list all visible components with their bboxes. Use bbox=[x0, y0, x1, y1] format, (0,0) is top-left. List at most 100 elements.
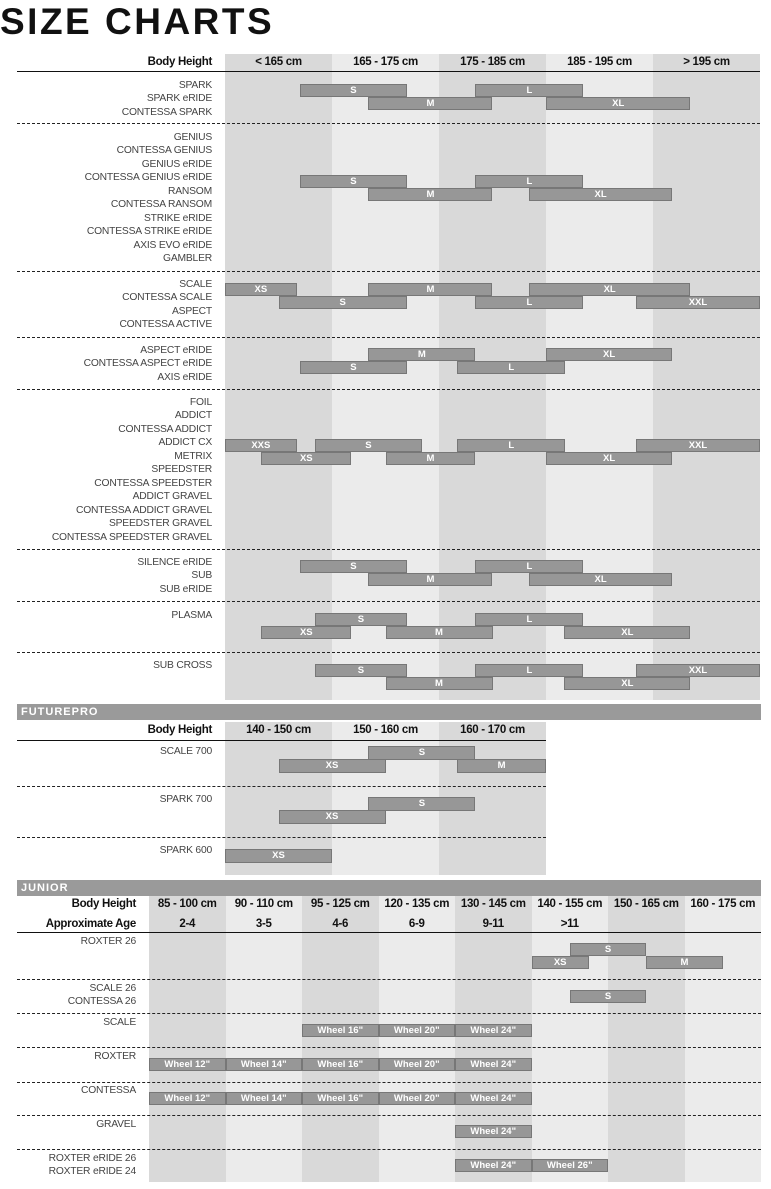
size-bar[interactable]: XL bbox=[564, 677, 691, 690]
size-bar[interactable]: XS bbox=[531, 956, 589, 969]
size-bar[interactable]: XS bbox=[225, 283, 297, 296]
size-bar[interactable]: S bbox=[314, 439, 422, 452]
size-bar[interactable]: L bbox=[475, 84, 584, 97]
column-band bbox=[225, 54, 332, 700]
size-bar[interactable]: M bbox=[646, 956, 723, 969]
size-bar[interactable]: XS bbox=[225, 849, 332, 863]
size-bar[interactable]: M bbox=[368, 573, 493, 586]
approximate-age-label: Approximate Age bbox=[45, 918, 137, 930]
size-bar[interactable]: Wheel 14" bbox=[225, 1092, 302, 1105]
model-name: ROXTER 26 bbox=[80, 936, 137, 947]
column-header: 150 - 160 cm bbox=[353, 724, 418, 736]
model-name: CONTESSA 26 bbox=[67, 996, 136, 1008]
column-header: 160 - 170 cm bbox=[460, 724, 525, 736]
size-bar[interactable]: XL bbox=[546, 348, 673, 361]
model-name: SCALE 26 bbox=[89, 983, 137, 994]
size-bar[interactable]: Wheel 12" bbox=[149, 1092, 226, 1105]
size-bar[interactable]: S bbox=[368, 746, 476, 760]
group-separator bbox=[17, 652, 760, 653]
size-bar[interactable]: Wheel 12" bbox=[149, 1058, 226, 1071]
column-band bbox=[608, 896, 685, 1182]
model-name: ASPECT eRIDE bbox=[140, 345, 212, 356]
size-bar[interactable]: XXL bbox=[635, 439, 760, 452]
model-name: STRIKE eRIDE bbox=[144, 212, 212, 224]
size-bar[interactable]: L bbox=[475, 664, 584, 677]
size-bar[interactable]: L bbox=[475, 175, 584, 188]
header-rule bbox=[17, 71, 760, 72]
age-value: 3-5 bbox=[255, 918, 272, 930]
size-bar[interactable]: S bbox=[278, 296, 407, 309]
size-bar[interactable]: S bbox=[569, 990, 647, 1003]
model-name: SCALE bbox=[179, 279, 212, 290]
size-bar[interactable]: L bbox=[475, 613, 584, 626]
size-bar[interactable]: Wheel 24" bbox=[455, 1125, 532, 1138]
size-bar[interactable]: S bbox=[569, 943, 647, 956]
size-bar[interactable]: Wheel 26" bbox=[531, 1159, 608, 1172]
size-bar[interactable]: Wheel 24" bbox=[455, 1159, 532, 1172]
model-name: SPEEDSTER GRAVEL bbox=[108, 518, 212, 530]
size-bar[interactable]: M bbox=[457, 759, 546, 773]
size-bar[interactable]: S bbox=[314, 664, 407, 677]
size-bar[interactable]: XS bbox=[261, 626, 352, 639]
size-bar[interactable]: XL bbox=[546, 97, 691, 110]
size-bar[interactable]: XL bbox=[528, 188, 673, 201]
page-title: SIZE CHARTS bbox=[0, 1, 275, 42]
size-bar[interactable]: S bbox=[299, 84, 407, 97]
column-header: 160 - 175 cm bbox=[690, 898, 756, 910]
size-bar[interactable]: Wheel 14" bbox=[225, 1058, 302, 1071]
size-bar[interactable]: S bbox=[314, 613, 407, 626]
size-bar[interactable]: XS bbox=[278, 810, 386, 824]
column-header: 95 - 125 cm bbox=[310, 898, 370, 910]
model-name: CONTESSA ADDICT GRAVEL bbox=[76, 504, 212, 516]
group-separator bbox=[17, 1149, 761, 1150]
model-name: SPEEDSTER bbox=[151, 464, 212, 476]
group-separator bbox=[17, 979, 761, 980]
model-name: SCALE bbox=[103, 1017, 136, 1028]
size-bar[interactable]: Wheel 24" bbox=[455, 1024, 532, 1037]
size-bar[interactable]: Wheel 20" bbox=[378, 1092, 455, 1105]
size-bar[interactable]: L bbox=[457, 361, 566, 374]
size-bar[interactable]: M bbox=[368, 348, 476, 361]
size-bar[interactable]: L bbox=[457, 439, 566, 452]
size-bar[interactable]: L bbox=[475, 560, 584, 573]
column-header: < 165 cm bbox=[255, 56, 302, 68]
size-bar[interactable]: Wheel 20" bbox=[378, 1024, 455, 1037]
column-band bbox=[332, 54, 439, 700]
size-bar[interactable]: L bbox=[475, 296, 584, 309]
size-bar[interactable]: XXL bbox=[635, 664, 760, 677]
size-bar[interactable]: M bbox=[368, 283, 493, 296]
size-bar[interactable]: XS bbox=[278, 759, 386, 773]
column-band bbox=[302, 896, 379, 1182]
size-bar[interactable]: M bbox=[368, 188, 493, 201]
size-bar[interactable]: XL bbox=[528, 283, 691, 296]
size-bar[interactable]: Wheel 16" bbox=[302, 1058, 379, 1071]
age-value: 6-9 bbox=[408, 918, 425, 930]
size-bar[interactable]: XS bbox=[261, 452, 352, 465]
model-name: AXIS EVO eRIDE bbox=[133, 239, 213, 251]
model-name: CONTESSA GENIUS bbox=[116, 145, 213, 157]
size-bar[interactable]: M bbox=[385, 677, 493, 690]
model-name: SPARK 700 bbox=[159, 794, 213, 805]
column-header: 140 - 150 cm bbox=[246, 724, 311, 736]
size-bar[interactable]: S bbox=[299, 560, 407, 573]
size-bar[interactable]: Wheel 20" bbox=[378, 1058, 455, 1071]
group-separator bbox=[17, 837, 546, 838]
size-bar[interactable]: Wheel 24" bbox=[455, 1058, 532, 1071]
model-name: SUB bbox=[191, 570, 212, 582]
size-bar[interactable]: XL bbox=[564, 626, 691, 639]
size-bar[interactable]: S bbox=[299, 361, 407, 374]
size-bar[interactable]: M bbox=[385, 452, 476, 465]
size-bar[interactable]: Wheel 16" bbox=[302, 1024, 379, 1037]
size-bar[interactable]: S bbox=[368, 797, 476, 811]
group-separator bbox=[17, 123, 760, 124]
size-bar[interactable]: XXL bbox=[635, 296, 760, 309]
size-bar[interactable]: XXS bbox=[225, 439, 297, 452]
model-name: ROXTER eRIDE 24 bbox=[48, 1166, 137, 1178]
size-bar[interactable]: M bbox=[368, 97, 493, 110]
size-bar[interactable]: S bbox=[299, 175, 407, 188]
size-bar[interactable]: XL bbox=[546, 452, 673, 465]
size-bar[interactable]: M bbox=[385, 626, 493, 639]
size-bar[interactable]: Wheel 24" bbox=[455, 1092, 532, 1105]
size-bar[interactable]: Wheel 16" bbox=[302, 1092, 379, 1105]
size-bar[interactable]: XL bbox=[528, 573, 673, 586]
